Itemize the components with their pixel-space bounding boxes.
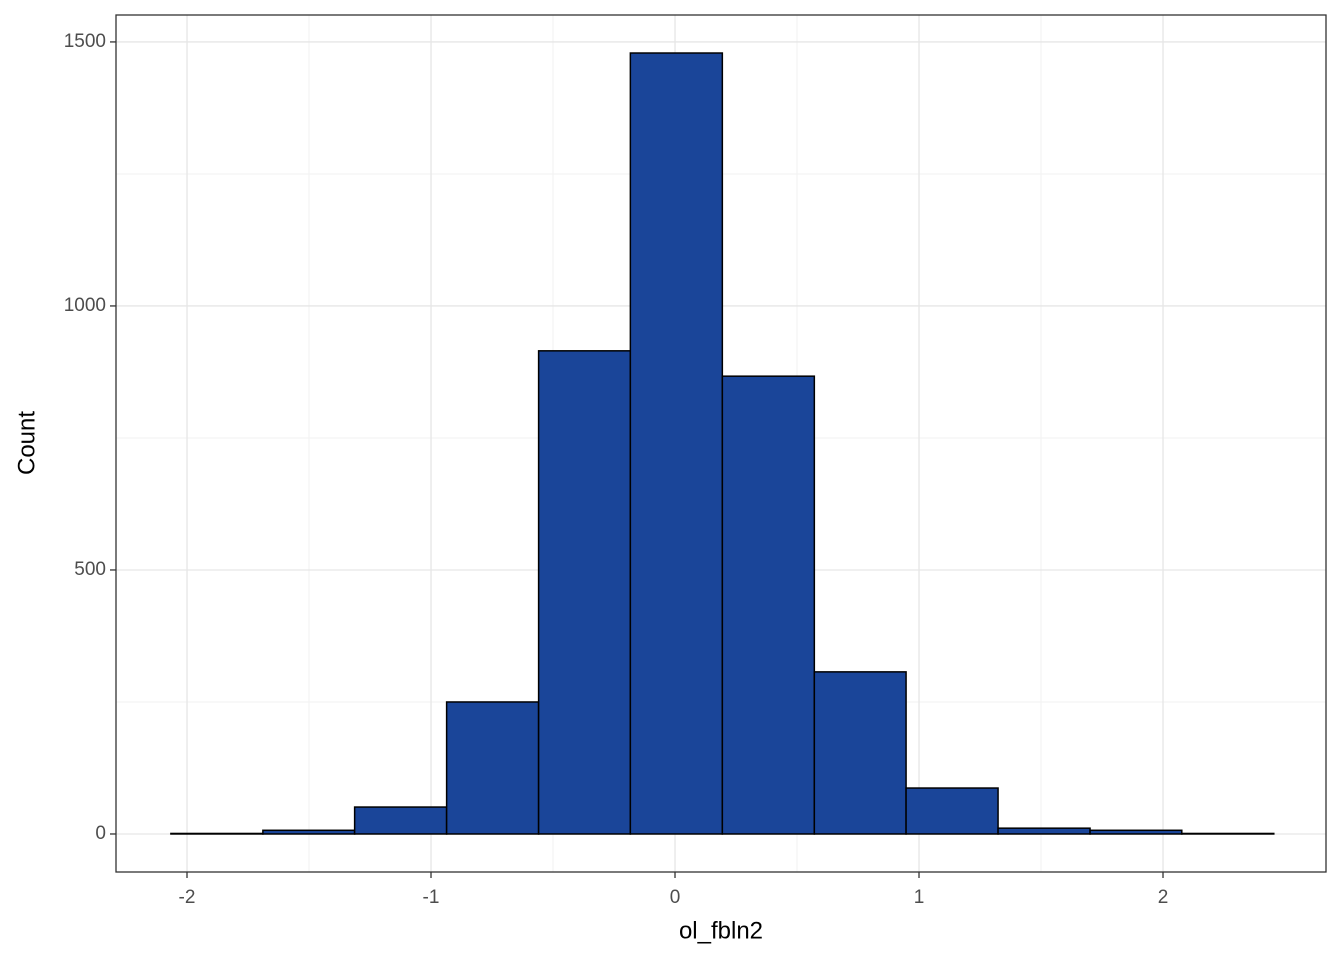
x-tick-label: 0 [670, 887, 681, 908]
x-axis-title: ol_fbln2 [679, 917, 763, 944]
bar [997, 827, 1091, 835]
bar [262, 829, 356, 835]
bar [537, 350, 632, 835]
x-tick-label: 1 [914, 887, 925, 908]
bar [721, 375, 816, 835]
y-tick-label: 1500 [64, 31, 106, 52]
bar [353, 806, 448, 835]
y-tick-label: 0 [95, 823, 106, 844]
bar [905, 787, 999, 835]
y-tick-label: 1000 [64, 295, 106, 316]
x-tick-label: 2 [1158, 887, 1169, 908]
bar [813, 671, 907, 835]
bar [445, 701, 540, 835]
bars [170, 52, 1275, 835]
bar [1181, 832, 1275, 835]
bar [1089, 829, 1183, 835]
y-tick-label: 500 [74, 559, 106, 580]
y-axis-title: Count [13, 411, 40, 475]
bar [629, 52, 724, 835]
panel-border [115, 14, 1327, 873]
x-tick-label: -2 [179, 887, 196, 908]
bar [170, 832, 264, 835]
x-tick-label: -1 [423, 887, 440, 908]
